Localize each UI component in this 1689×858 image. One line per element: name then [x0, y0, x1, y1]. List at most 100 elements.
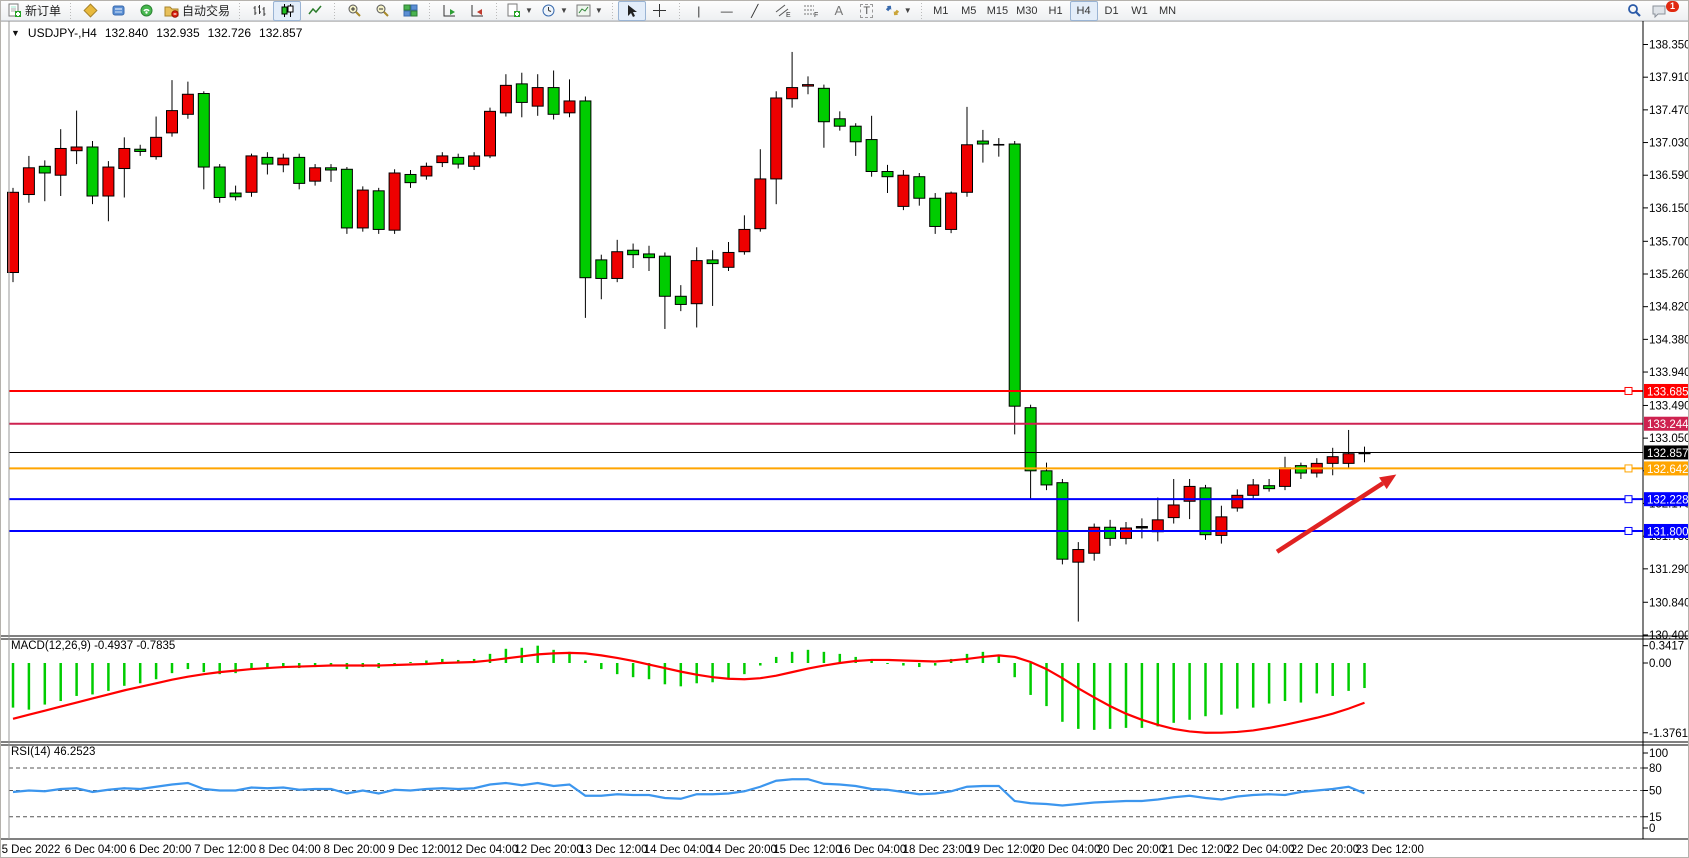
candle-body — [372, 190, 385, 230]
timeframe-button-H4[interactable]: H4 — [1069, 1, 1098, 21]
timeframe-button-M30[interactable]: M30 — [1012, 1, 1041, 21]
horizontal-line-button[interactable]: — — [713, 1, 741, 21]
equidistant-channel-button[interactable]: E — [769, 1, 797, 21]
candle-body — [611, 251, 624, 279]
timeframe-label: MN — [1158, 4, 1177, 17]
candle-body — [404, 173, 417, 184]
notifications-button[interactable]: 1 — [1648, 1, 1688, 21]
candle — [1072, 542, 1085, 622]
timeframe-button-M15[interactable]: M15 — [983, 1, 1012, 21]
candle-body — [770, 97, 783, 180]
text-button[interactable]: A — [825, 1, 853, 21]
candle — [515, 72, 528, 118]
candle-body — [897, 174, 910, 207]
dropdown-arrow-icon: ▼ — [525, 6, 533, 15]
time-axis-label: 5 Dec 2022 — [2, 844, 61, 856]
chart-low-value: 132.726 — [207, 26, 252, 40]
toolbar-separator — [675, 2, 683, 19]
candle — [1120, 522, 1132, 545]
candle-body — [833, 118, 846, 127]
candle — [1040, 462, 1053, 491]
candle-body — [929, 197, 942, 227]
periods-button[interactable]: ▼ — [537, 1, 572, 21]
trend-arrow-head[interactable] — [1379, 474, 1397, 490]
trend-arrow-line[interactable] — [1275, 481, 1385, 554]
time-axis-label: 7 Dec 12:00 — [194, 844, 256, 856]
data-window-button[interactable] — [104, 1, 132, 21]
timeframe-button-M5[interactable]: M5 — [955, 1, 983, 21]
chart-open-value: 132.840 — [104, 26, 149, 40]
line-handle[interactable] — [1624, 464, 1633, 473]
candle — [1326, 447, 1339, 476]
candle — [1294, 462, 1307, 479]
timeframe-button-D1[interactable]: D1 — [1098, 1, 1126, 21]
market-watch-button[interactable] — [76, 1, 104, 21]
price-line-label: 133.244 — [1647, 419, 1689, 431]
templates-button[interactable]: ▼ — [572, 1, 607, 21]
text-label-button[interactable]: T — [853, 1, 881, 21]
candle-body — [627, 249, 640, 256]
line-handle[interactable] — [1624, 386, 1633, 395]
zoom-in-button[interactable] — [340, 1, 368, 21]
arrows-button[interactable]: ▼ — [881, 1, 916, 21]
time-axis-label: 16 Dec 04:00 — [838, 844, 906, 856]
time-axis-label: 22 Dec 04:00 — [1226, 844, 1294, 856]
line-handle[interactable] — [1624, 526, 1633, 535]
autoscroll-button[interactable] — [435, 1, 463, 21]
candle-body — [150, 136, 163, 158]
svg-text:F: F — [814, 12, 818, 18]
toolbar-separator — [236, 2, 244, 19]
price-tick-label: 130.840 — [1649, 597, 1689, 609]
search-button[interactable] — [1620, 1, 1648, 21]
time-axis-label: 21 Dec 12:00 — [1161, 844, 1229, 856]
candle-body — [484, 110, 496, 157]
chart-shift-button[interactable] — [463, 1, 491, 21]
toolbar: 新订单 自动交易 — [1, 1, 1688, 21]
candle — [1247, 478, 1260, 499]
toolbar-separator — [67, 2, 75, 19]
autotrading-button[interactable]: 自动交易 — [160, 1, 234, 21]
candle — [1231, 489, 1244, 512]
candle — [595, 254, 608, 300]
candle-body — [468, 155, 481, 167]
price-tick-label: 137.030 — [1649, 138, 1689, 150]
candle — [22, 155, 35, 203]
chart-symbol-period: USDJPY-,H4 — [27, 26, 97, 40]
line-handle[interactable] — [1624, 495, 1633, 504]
candle-body — [1215, 516, 1228, 536]
candle — [865, 115, 878, 177]
candle-body — [706, 259, 719, 265]
new-order-button[interactable]: 新订单 — [3, 1, 65, 21]
chart-dropdown-arrow-icon[interactable]: ▼ — [11, 28, 20, 38]
trendline-button[interactable]: ╱ — [741, 1, 769, 21]
price-tick-label: 137.470 — [1649, 105, 1689, 117]
cursor-button[interactable] — [617, 1, 646, 21]
fibonacci-button[interactable]: F — [797, 1, 825, 21]
vertical-line-button[interactable]: | — [685, 1, 713, 21]
navigator-button[interactable] — [132, 1, 160, 21]
timeframe-button-MN[interactable]: MN — [1154, 1, 1182, 21]
candle-body — [261, 156, 274, 165]
timeframe-button-M1[interactable]: M1 — [927, 1, 955, 21]
candle — [229, 185, 242, 201]
candle-body — [945, 192, 958, 230]
candle — [484, 107, 496, 159]
zoom-out-button[interactable] — [368, 1, 396, 21]
line-chart-button[interactable] — [301, 1, 329, 21]
time-axis-label: 6 Dec 04:00 — [65, 844, 127, 856]
candle-body — [1247, 484, 1260, 496]
tile-windows-button[interactable] — [396, 1, 424, 21]
timeframe-button-H1[interactable]: H1 — [1042, 1, 1070, 21]
timeframe-button-W1[interactable]: W1 — [1126, 1, 1154, 21]
template-icon — [576, 4, 591, 17]
candle — [786, 51, 799, 108]
bar-chart-button[interactable] — [245, 1, 273, 21]
new-chart-button[interactable]: ▼ — [502, 1, 537, 21]
fibonacci-icon: F — [803, 5, 818, 18]
candle-body — [802, 84, 814, 87]
crosshair-button[interactable] — [646, 1, 674, 21]
horizontal-line-icon: — — [720, 3, 733, 18]
candle-chart-button[interactable] — [273, 1, 302, 21]
candle — [897, 170, 910, 211]
